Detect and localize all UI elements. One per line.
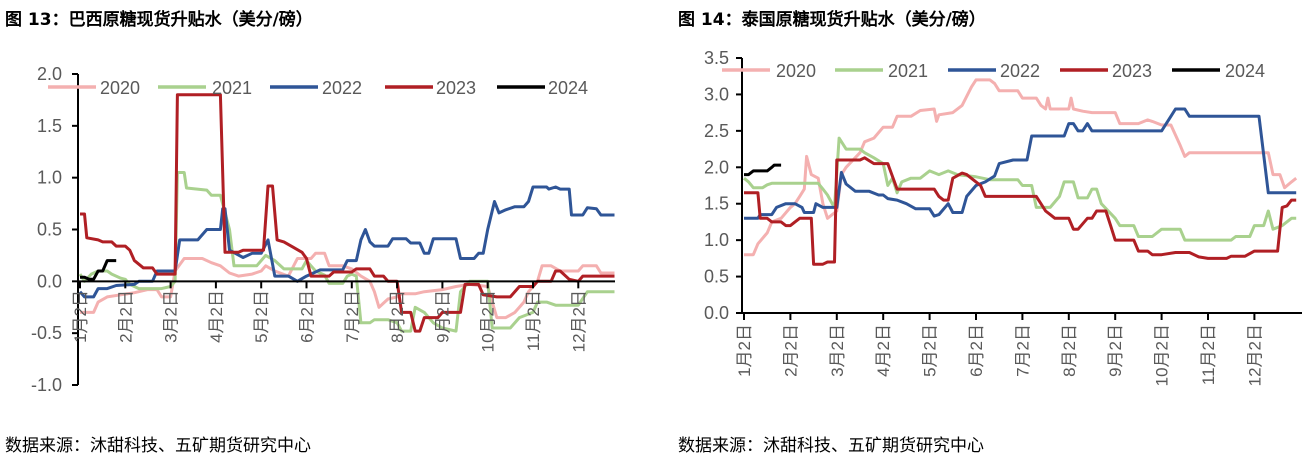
left-legend-label-2022: 2022 (322, 78, 362, 98)
right-x-tick-label: 10月2日 (1153, 324, 1172, 386)
left-x-tick-label: 7月2日 (343, 290, 362, 343)
left-y-tick-label: -0.5 (31, 323, 62, 343)
right-x-tick-label: 2月2日 (781, 324, 800, 377)
right-legend-label-2024: 2024 (1225, 61, 1265, 81)
right-chart-source: 数据来源：沐甜科技、五矿期货研究中心 (678, 436, 984, 456)
right-series-2022-line (744, 107, 1297, 220)
left-x-tick-label: 4月2日 (207, 290, 226, 343)
right-x-tick-label: 12月2日 (1245, 324, 1264, 386)
right-legend-label-2023: 2023 (1112, 61, 1152, 81)
right-series-2023-line (744, 156, 1297, 266)
right-x-tick-label: 7月2日 (1013, 324, 1032, 377)
left-x-tick-label: 2月2日 (116, 290, 135, 343)
left-y-tick-label: -1.0 (31, 375, 62, 395)
left-x-tick-label: 3月2日 (162, 290, 181, 343)
left-y-tick-label: 0.0 (37, 271, 62, 291)
left-y-tick-label: 0.5 (37, 220, 62, 240)
right-legend-label-2021: 2021 (888, 61, 928, 81)
right-y-tick-label: 1.0 (704, 230, 729, 250)
right-y-tick-label: 3.5 (704, 48, 729, 68)
right-x-tick-label: 5月2日 (921, 324, 940, 377)
left-chart-title: 图 13：巴西原糖现货升贴水（美分/磅） (5, 10, 313, 30)
right-x-tick-label: 1月2日 (735, 324, 754, 377)
left-legend-label-2023: 2023 (436, 78, 476, 98)
left-x-tick-label: 12月2日 (569, 290, 588, 352)
left-x-tick-label: 6月2日 (298, 290, 317, 343)
left-legend-label-2020: 2020 (100, 78, 140, 98)
left-x-tick-label: 10月2日 (479, 290, 498, 352)
left-series-2022-line (78, 185, 615, 299)
right-y-tick-label: 1.5 (704, 194, 729, 214)
right-y-tick-label: 2.5 (704, 121, 729, 141)
right-y-tick-label: 0.5 (704, 267, 729, 287)
left-legend-label-2021: 2021 (212, 78, 252, 98)
left-series-2023-line (80, 93, 615, 333)
left-series-2024-line (80, 259, 117, 281)
left-x-tick-label: 5月2日 (252, 290, 271, 343)
left-x-tick-label: 9月2日 (433, 290, 452, 343)
left-series-2021-line (78, 171, 615, 333)
right-x-tick-label: 4月2日 (874, 324, 893, 377)
right-chart-title: 图 14：泰国原糖现货升贴水（美分/磅） (678, 10, 986, 30)
left-y-tick-label: 2.0 (37, 64, 62, 84)
right-x-tick-label: 3月2日 (828, 324, 847, 377)
right-chart: 3.5 3.0 2.5 2.0 1.5 1.0 0.5 0.0 1月2日 2月2日 3月2日 4月2日… (704, 48, 1302, 386)
right-y-tick-label: 0.0 (704, 303, 729, 323)
right-x-tick-label: 8月2日 (1060, 324, 1079, 377)
right-x-tick-label: 6月2日 (967, 324, 986, 377)
left-x-tick-label: 11月2日 (524, 290, 543, 351)
right-series-2024-line (744, 163, 782, 177)
left-chart-source: 数据来源：沐甜科技、五矿期货研究中心 (5, 436, 311, 456)
right-legend-label-2022: 2022 (1000, 61, 1040, 81)
right-series-2020-line (744, 78, 1298, 257)
left-x-tick-label: 1月2日 (71, 290, 90, 343)
left-legend-label-2024: 2024 (548, 78, 588, 98)
left-y-tick-label: 1.0 (37, 168, 62, 188)
right-x-tick-label: 9月2日 (1106, 324, 1125, 377)
left-series-2020-line (80, 251, 615, 320)
left-chart: 2.0 1.5 1.0 0.5 0.0 -0.5 -1.0 1月2日 2月2日 3月2日 4月2日 5… (31, 64, 615, 395)
right-legend-label-2020: 2020 (776, 61, 816, 81)
right-x-tick-label: 11月2日 (1199, 324, 1218, 385)
left-y-tick-label: 1.5 (37, 116, 62, 136)
left-x-tick-label: 8月2日 (388, 290, 407, 343)
right-y-tick-label: 3.0 (704, 84, 729, 104)
right-y-tick-label: 2.0 (704, 157, 729, 177)
